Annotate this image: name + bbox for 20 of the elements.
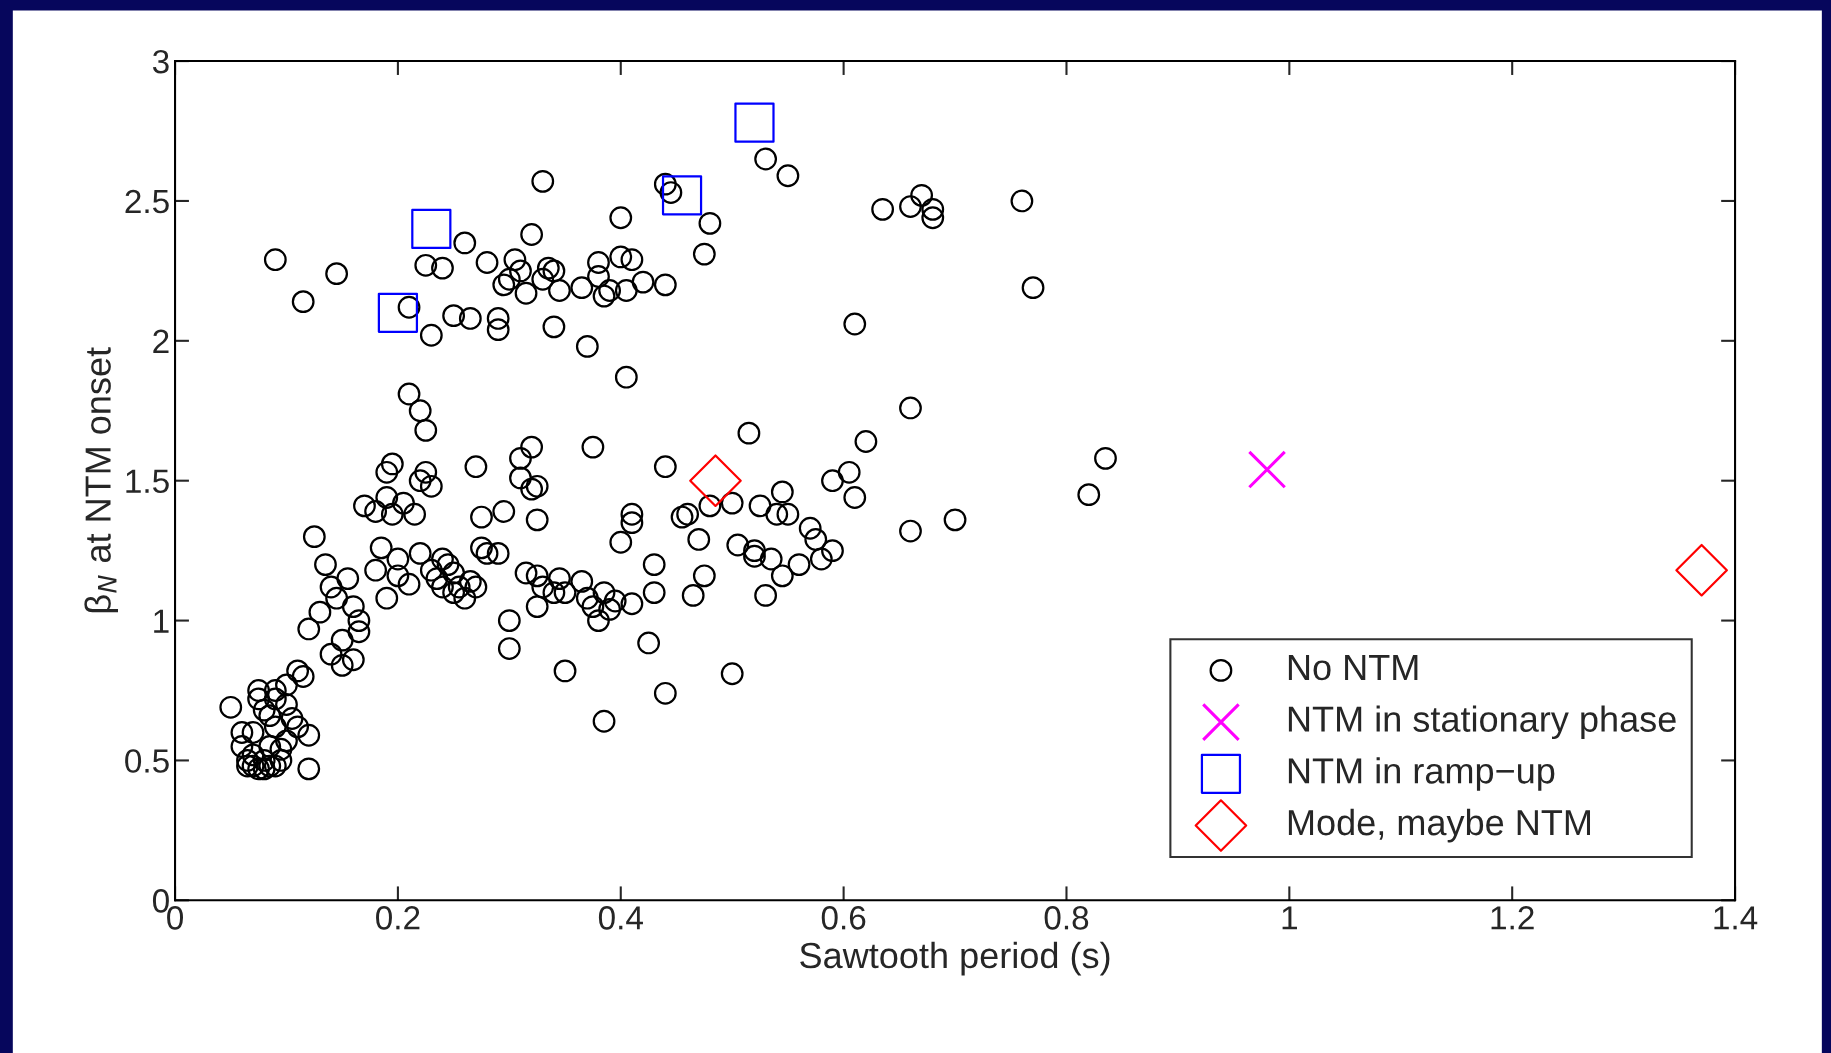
x-tick-label: 1.4: [1714, 906, 1758, 930]
x-tick-label: 0.8: [1044, 906, 1089, 930]
y-tick-label: 0: [152, 889, 169, 913]
legend-label: NTM in stationary phase: [1288, 705, 1676, 740]
y-tick-label: 0.5: [125, 749, 169, 773]
x-tick-label: 1.2: [1491, 906, 1534, 930]
y-axis-title: β$_{N}$ at NTM onset: [84, 347, 119, 613]
y-tick-label: 1: [154, 609, 169, 633]
x-tick-label: 0.2: [376, 906, 420, 930]
legend-label: No NTM: [1288, 655, 1418, 681]
x-axis-title: Sawtooth period (s): [800, 941, 1110, 976]
x-tick-label: 0.6: [821, 906, 866, 930]
legend-label: Mode, maybe NTM: [1288, 808, 1590, 843]
x-tick-label: 0.4: [598, 906, 643, 930]
y-tick-label: 2.5: [125, 189, 169, 214]
y-tick-label: 3: [152, 49, 169, 74]
x-tick-label: 1: [1282, 906, 1297, 930]
y-tick-label: 2: [153, 329, 169, 353]
y-tick-label: 1.5: [126, 469, 169, 494]
legend-label: NTM in ramp−up: [1288, 757, 1555, 791]
